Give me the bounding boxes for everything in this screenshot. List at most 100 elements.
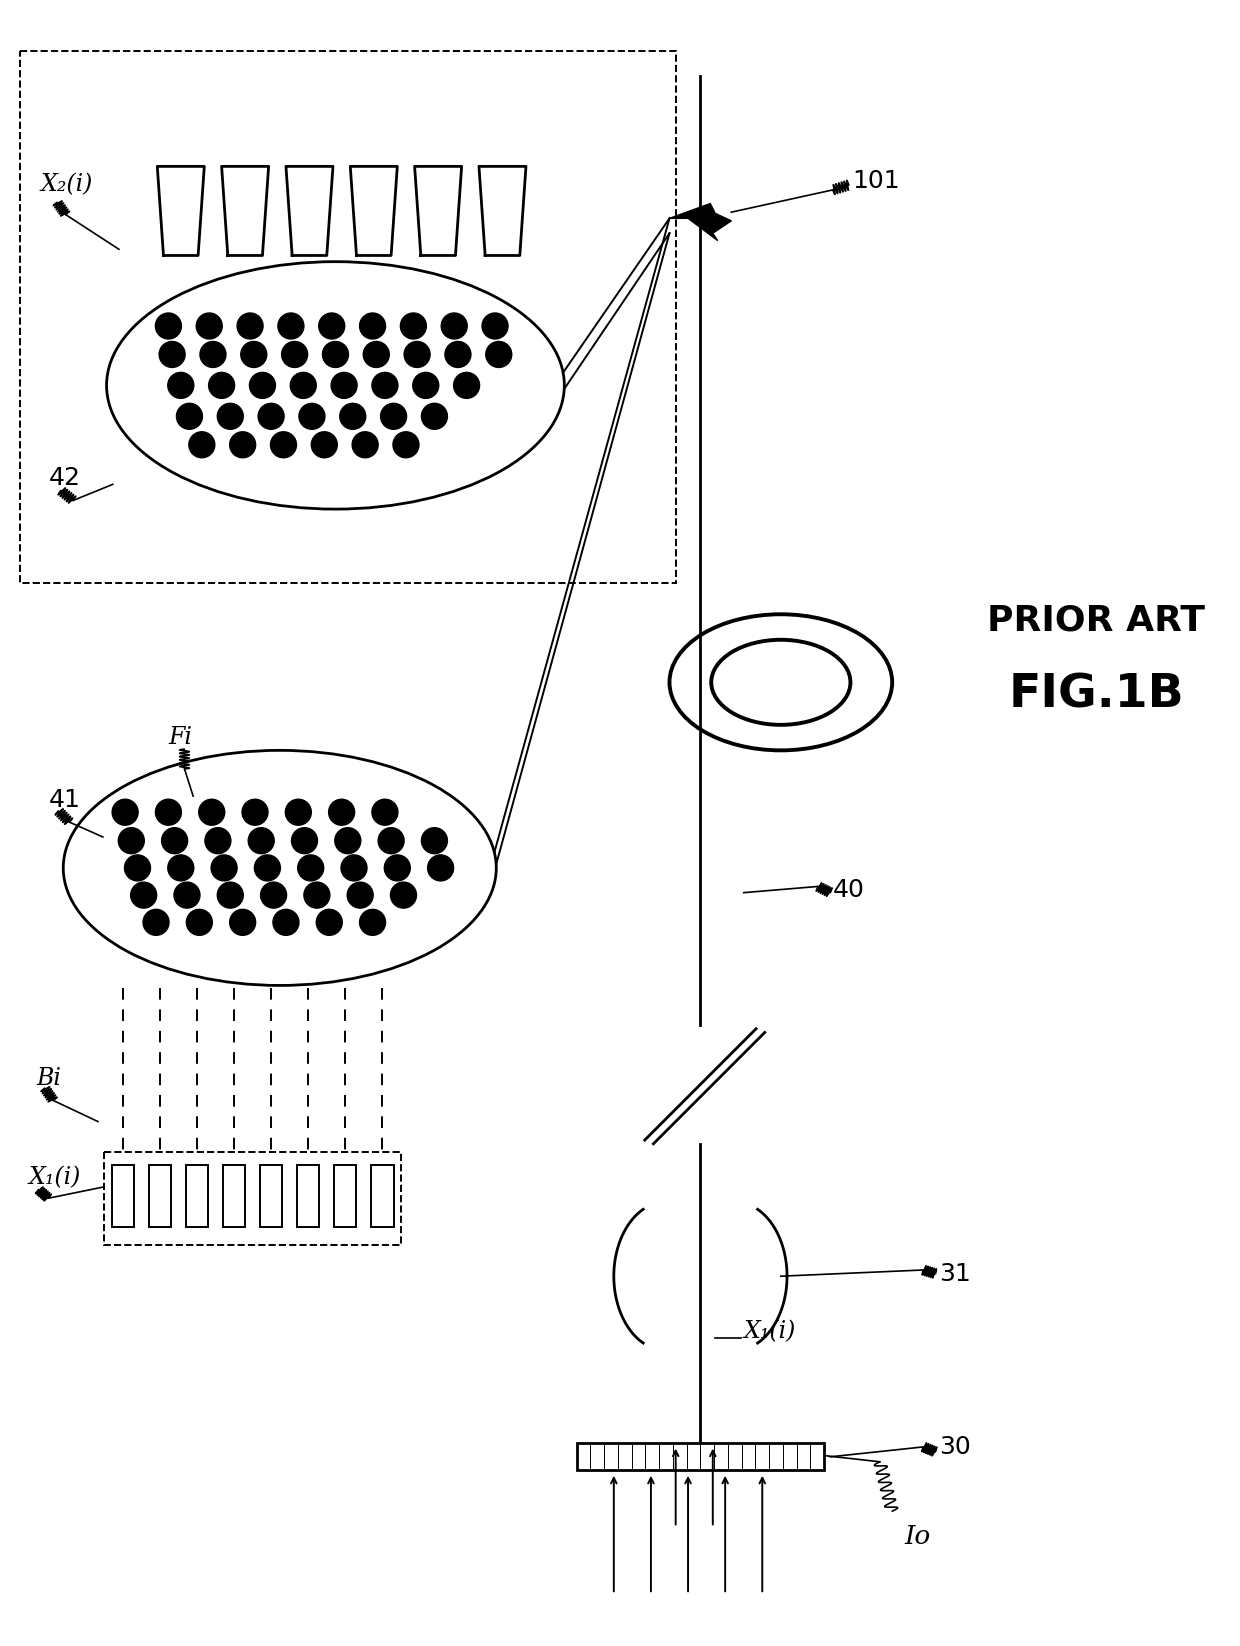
Circle shape [319,313,345,339]
Circle shape [241,341,267,367]
Circle shape [404,341,430,367]
Circle shape [278,313,304,339]
Bar [223,1165,246,1226]
Circle shape [155,313,181,339]
Circle shape [208,372,234,398]
Circle shape [130,882,156,909]
Circle shape [176,403,202,430]
Text: 101: 101 [853,170,900,193]
Ellipse shape [107,262,564,509]
Circle shape [242,800,268,825]
Circle shape [291,828,317,854]
Circle shape [161,828,187,854]
Circle shape [391,882,417,909]
Circle shape [299,403,325,430]
Circle shape [331,372,357,398]
Bar [112,1165,134,1226]
Circle shape [217,882,243,909]
Circle shape [211,854,237,881]
Bar [186,1165,208,1226]
Circle shape [428,854,454,881]
Bar [298,1165,320,1226]
Bar [260,1165,283,1226]
Text: 31: 31 [939,1262,971,1286]
Circle shape [445,341,471,367]
Circle shape [281,341,308,367]
Circle shape [260,882,286,909]
Bar [104,1152,401,1246]
Circle shape [270,431,296,458]
Circle shape [441,313,467,339]
Circle shape [352,431,378,458]
Circle shape [205,828,231,854]
Circle shape [422,403,448,430]
Ellipse shape [63,751,496,986]
Circle shape [322,341,348,367]
Circle shape [340,403,366,430]
Circle shape [372,800,398,825]
Circle shape [422,828,448,854]
Circle shape [360,909,386,935]
Text: Fi: Fi [169,726,192,749]
Circle shape [167,372,193,398]
Bar [149,1165,171,1226]
Text: PRIOR ART: PRIOR ART [987,604,1205,637]
Circle shape [372,372,398,398]
Circle shape [363,341,389,367]
Text: 42: 42 [48,466,81,491]
Circle shape [198,800,224,825]
Text: Bi: Bi [36,1067,61,1090]
Text: X₁(i): X₁(i) [29,1165,81,1188]
Circle shape [378,828,404,854]
Circle shape [196,313,222,339]
Circle shape [159,341,185,367]
Circle shape [384,854,410,881]
Circle shape [200,341,226,367]
Circle shape [217,403,243,430]
Circle shape [413,372,439,398]
Circle shape [124,854,150,881]
Circle shape [381,403,407,430]
Circle shape [298,854,324,881]
Circle shape [401,313,427,339]
Bar [577,1444,825,1470]
Circle shape [393,431,419,458]
Circle shape [486,341,512,367]
Circle shape [316,909,342,935]
Circle shape [186,909,212,935]
Circle shape [254,854,280,881]
Circle shape [335,828,361,854]
Circle shape [258,403,284,430]
Circle shape [304,882,330,909]
Circle shape [311,431,337,458]
Circle shape [155,800,181,825]
Bar [371,1165,393,1226]
Circle shape [360,313,386,339]
Text: Io: Io [904,1524,931,1549]
Polygon shape [670,204,732,240]
Circle shape [482,313,508,339]
Circle shape [143,909,169,935]
Text: 41: 41 [48,788,81,811]
Circle shape [229,431,255,458]
Circle shape [285,800,311,825]
Circle shape [290,372,316,398]
Circle shape [329,800,355,825]
Circle shape [118,828,144,854]
Text: FIG.1B: FIG.1B [1008,672,1184,718]
Circle shape [229,909,255,935]
Text: 30: 30 [939,1435,971,1458]
Text: 40: 40 [833,879,864,902]
Circle shape [273,909,299,935]
Circle shape [347,882,373,909]
Bar [335,1165,356,1226]
Circle shape [188,431,215,458]
Circle shape [167,854,193,881]
Circle shape [248,828,274,854]
Circle shape [341,854,367,881]
Circle shape [454,372,480,398]
Circle shape [112,800,138,825]
Circle shape [249,372,275,398]
Bar [20,51,676,583]
Text: X₂(i): X₂(i) [41,173,93,196]
